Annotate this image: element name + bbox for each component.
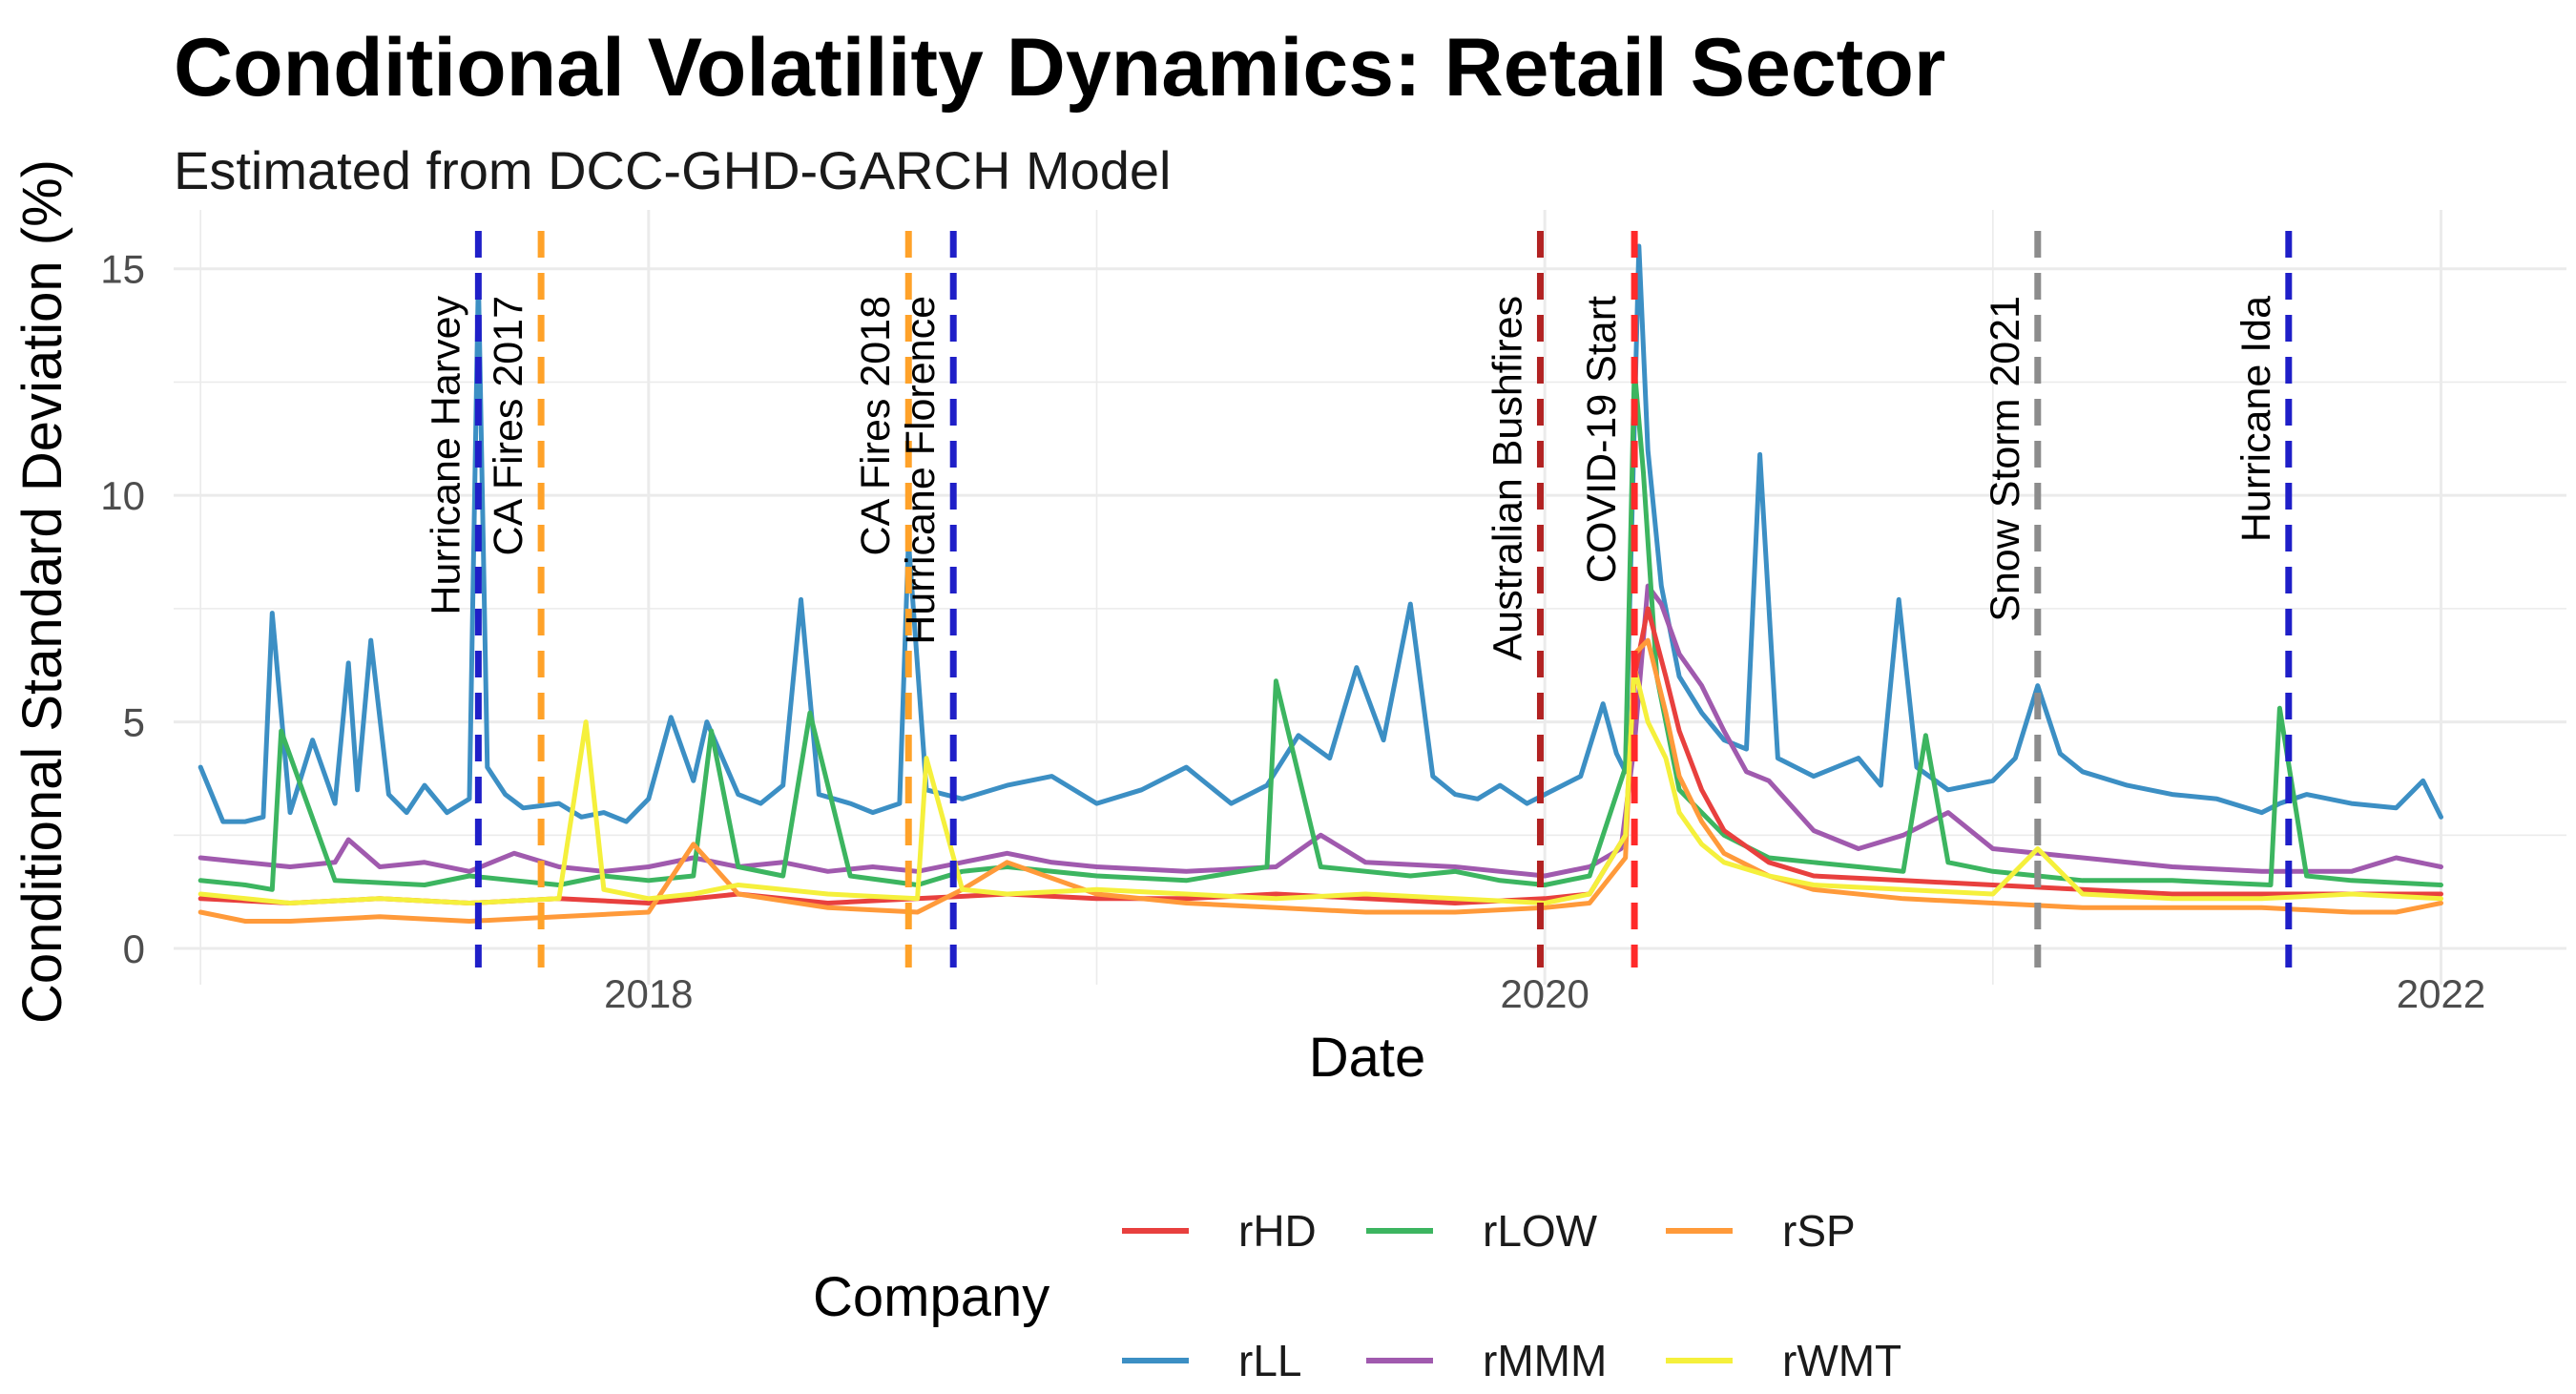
event-label-hurricane-harvey: Hurricane Harvey — [423, 296, 468, 615]
y-tick-label: 5 — [123, 700, 145, 745]
legend-title: Company — [813, 1266, 1049, 1328]
legend-label-rsp: rSP — [1782, 1206, 1856, 1256]
legend-label-rll: rLL — [1238, 1336, 1301, 1385]
legend-label-rmmm: rMMM — [1483, 1336, 1607, 1385]
series-line-rlow — [197, 365, 2443, 892]
series-line-rmmm — [197, 583, 2443, 879]
y-tick-label: 15 — [100, 247, 145, 292]
legend-label-rwmt: rWMT — [1782, 1336, 1901, 1385]
event-label-hurricane-ida: Hurricane Ida — [2233, 296, 2279, 542]
x-tick-labels: 2018 2020 2022 — [604, 971, 2485, 1016]
series-line-rll — [197, 243, 2443, 824]
legend-label-rlow: rLOW — [1483, 1206, 1598, 1256]
event-label-ca-fires-2017: CA Fires 2017 — [486, 296, 531, 555]
event-labels: Hurricane Harvey CA Fires 2017 CA Fires 20… — [423, 296, 2278, 661]
chart-title: Conditional Volatility Dynamics: Retail … — [174, 22, 1945, 114]
x-tick-label: 2018 — [604, 971, 693, 1016]
series-lines — [197, 243, 2443, 924]
event-lines — [474, 231, 2293, 967]
series-line-rsp — [197, 637, 2443, 924]
y-tick-labels: 0 5 10 15 — [100, 247, 145, 971]
plot-grid — [174, 210, 2566, 985]
event-label-snow-storm-2021: Snow Storm 2021 — [1983, 296, 2028, 622]
chart-subtitle: Estimated from DCC-GHD-GARCH Model — [174, 140, 1172, 200]
x-axis-title: Date — [1309, 1027, 1426, 1089]
y-tick-label: 10 — [100, 473, 145, 518]
event-label-hurricane-florence: Hurricane Florence — [898, 296, 944, 645]
series-line-rwmt — [197, 665, 2443, 905]
y-tick-label: 0 — [123, 926, 145, 971]
legend-label-rhd: rHD — [1238, 1206, 1317, 1256]
event-label-ca-fires-2018: CA Fires 2018 — [853, 296, 899, 555]
x-tick-label: 2020 — [1500, 971, 1589, 1016]
event-label-covid-19-start: COVID-19 Start — [1579, 296, 1625, 583]
legend: Company rHD rLOW rSP rLL rMMM rWMT — [813, 1206, 1901, 1385]
x-tick-label: 2022 — [2397, 971, 2485, 1016]
event-label-australian-bushfires: Australian Bushfires — [1485, 296, 1531, 660]
legend-items: rHD rLOW rSP rLL rMMM rWMT — [1122, 1206, 1901, 1385]
y-axis-title: Conditional Standard Deviation (%) — [11, 159, 73, 1024]
